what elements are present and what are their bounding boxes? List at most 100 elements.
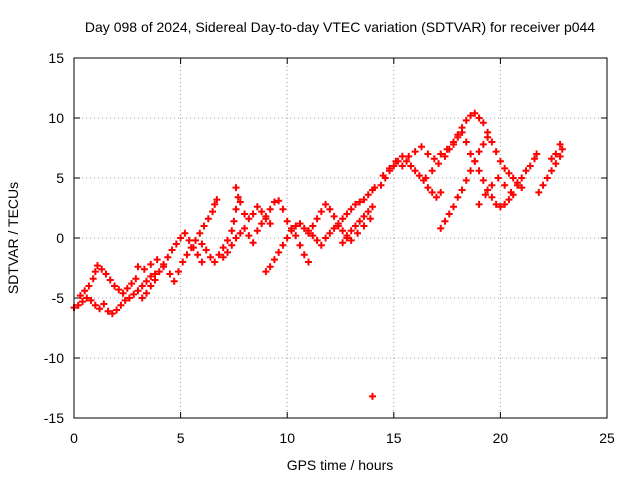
data-point — [326, 229, 334, 237]
x-tick-label: 15 — [386, 430, 402, 446]
y-axis-label: SDTVAR / TECUs — [5, 182, 21, 294]
data-point — [98, 265, 106, 273]
data-point — [386, 164, 394, 172]
data-point — [475, 200, 483, 208]
data-point — [467, 150, 475, 158]
data-point — [548, 155, 556, 163]
data-point — [424, 184, 432, 192]
data-point — [236, 229, 244, 237]
data-point — [539, 181, 547, 189]
data-point — [177, 234, 185, 242]
data-point — [454, 193, 462, 201]
data-point — [215, 251, 223, 259]
data-point — [428, 167, 436, 175]
data-point — [522, 167, 530, 175]
data-point — [403, 157, 411, 165]
data-point — [445, 145, 453, 153]
data-point — [253, 203, 261, 211]
data-point — [96, 305, 104, 313]
data-point — [484, 133, 492, 141]
grid-lines — [74, 58, 607, 418]
data-point — [475, 167, 483, 175]
data-point — [192, 236, 200, 244]
data-point — [392, 157, 400, 165]
data-point — [206, 253, 214, 261]
data-point — [224, 236, 232, 244]
data-point — [241, 210, 249, 218]
data-point — [475, 114, 483, 122]
data-point — [339, 227, 347, 235]
data-point — [198, 240, 206, 248]
data-point — [236, 198, 244, 206]
data-point — [300, 224, 308, 232]
data-point — [322, 234, 330, 242]
data-point — [339, 239, 347, 247]
data-point — [87, 296, 95, 304]
data-point — [121, 296, 129, 304]
data-point — [228, 227, 236, 235]
data-point — [115, 286, 123, 294]
data-point — [106, 276, 114, 284]
data-point — [518, 174, 526, 182]
data-point — [366, 215, 374, 223]
data-point — [411, 167, 419, 175]
data-point — [147, 282, 155, 290]
data-point — [322, 200, 330, 208]
data-point — [471, 109, 479, 117]
data-point — [219, 253, 227, 261]
data-point — [513, 181, 521, 189]
data-point — [458, 186, 466, 194]
data-point — [398, 162, 406, 170]
data-point — [492, 200, 500, 208]
data-point — [343, 234, 351, 242]
data-point — [128, 280, 136, 288]
data-point — [509, 174, 517, 182]
data-point — [430, 155, 438, 163]
data-point — [356, 198, 364, 206]
data-point — [484, 186, 492, 194]
data-point — [533, 150, 541, 158]
data-point — [140, 265, 148, 273]
data-point — [305, 258, 313, 266]
data-point — [432, 193, 440, 201]
data-point — [164, 253, 172, 261]
data-point — [253, 227, 261, 235]
data-point — [211, 258, 219, 266]
data-point — [437, 224, 445, 232]
data-point — [458, 128, 466, 136]
data-point — [543, 174, 551, 182]
data-point — [287, 227, 295, 235]
data-point — [187, 244, 195, 252]
data-point — [83, 294, 91, 302]
x-tick-label: 20 — [493, 430, 509, 446]
y-tick-label: -15 — [44, 410, 64, 426]
axis-ticks: 0 5 10 15 20 25 -15 -10 -5 0 5 10 15 — [44, 50, 615, 446]
data-point — [496, 157, 504, 165]
data-point — [100, 300, 108, 308]
data-point — [339, 215, 347, 223]
data-point — [505, 169, 513, 177]
data-point — [270, 198, 278, 206]
data-point — [418, 143, 426, 151]
data-point — [151, 270, 159, 278]
data-point — [422, 174, 430, 182]
data-point — [123, 284, 131, 292]
data-point — [481, 191, 489, 199]
y-tick-label: 10 — [48, 110, 64, 126]
data-point — [398, 152, 406, 160]
data-point — [181, 229, 189, 237]
y-tick-label: -5 — [52, 290, 65, 306]
data-point — [185, 236, 193, 244]
data-point — [74, 301, 82, 309]
data-point — [441, 152, 449, 160]
data-point — [531, 155, 539, 163]
data-point — [496, 203, 504, 211]
data-point — [424, 150, 432, 158]
data-point — [153, 256, 161, 264]
data-point — [262, 268, 270, 276]
data-point — [134, 287, 142, 295]
data-point — [309, 222, 317, 230]
data-point — [160, 263, 168, 271]
data-point — [132, 275, 140, 283]
